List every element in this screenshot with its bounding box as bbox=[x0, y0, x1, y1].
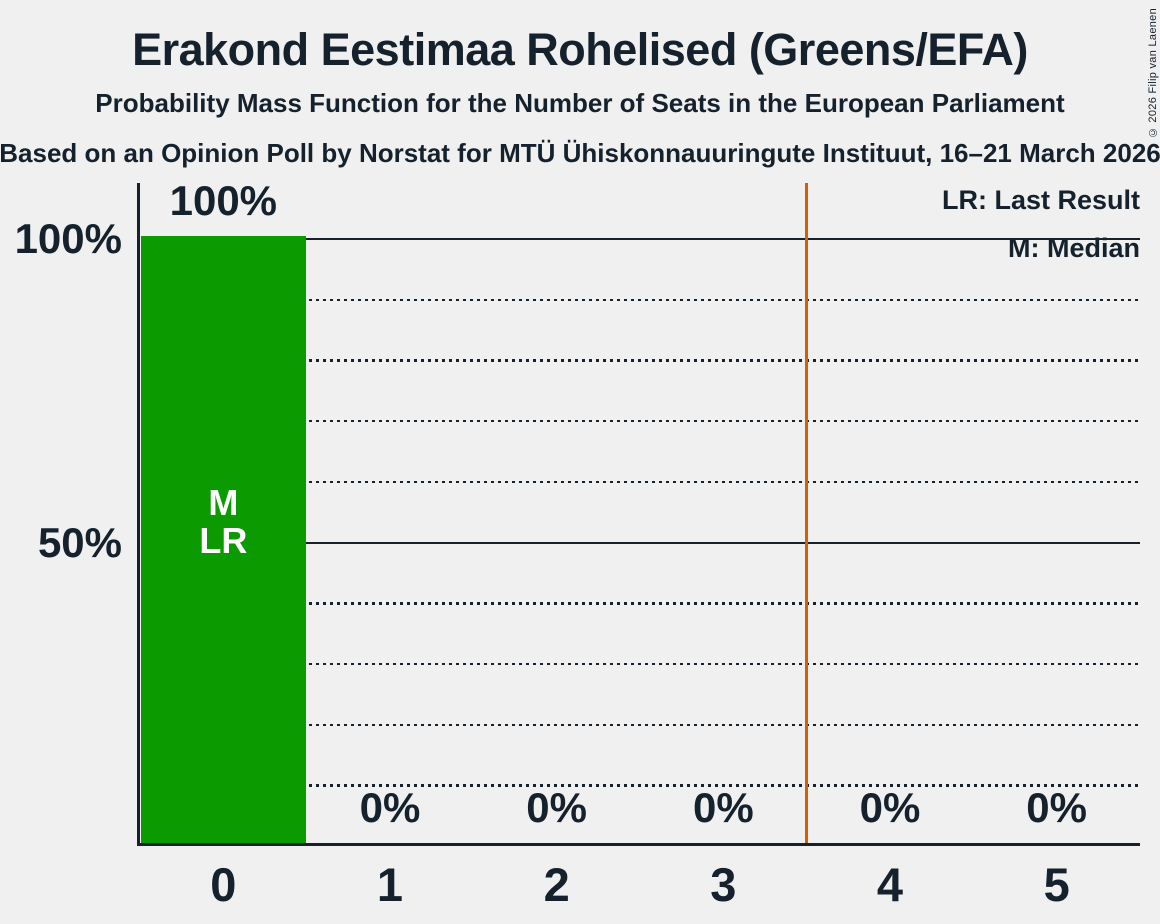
bar-value-label-seat-2: 0% bbox=[526, 784, 587, 831]
poll-source-line: Based on an Opinion Poll by Norstat for … bbox=[0, 138, 1160, 168]
y-axis-label-50: 50% bbox=[37, 518, 122, 566]
bar-column-seat-1: 0% bbox=[307, 183, 474, 843]
x-tick-label-3: 3 bbox=[710, 858, 737, 911]
gridline-dotted-10 bbox=[141, 784, 1140, 787]
gridline-dotted-30 bbox=[141, 662, 1140, 666]
copyright-notice: © 2026 Filip van Laenen bbox=[1147, 8, 1159, 139]
chart-title: Erakond Eestimaa Rohelised (Greens/EFA) bbox=[132, 24, 1028, 75]
bar-value-label-seat-0: 100% bbox=[169, 177, 278, 224]
bar-column-seat-3: 0% bbox=[640, 183, 807, 843]
x-tick-label-5: 5 bbox=[1043, 858, 1070, 911]
gridline-dotted-60 bbox=[141, 480, 1140, 484]
bar-seat-0 bbox=[140, 236, 307, 843]
plot-area: 0 100% M LR 1 0% 2 0% 3 0% 4 0% 5 0% bbox=[137, 177, 1140, 908]
bar-value-label-seat-5: 0% bbox=[1026, 784, 1087, 831]
gridline-solid-100 bbox=[141, 238, 1140, 240]
bar-value-label-seat-1: 0% bbox=[359, 784, 421, 831]
legend-last-result: LR: Last Result bbox=[941, 185, 1140, 215]
majority-threshold-line bbox=[805, 183, 809, 843]
x-tick-label-1: 1 bbox=[376, 858, 404, 911]
gridline-dotted-70 bbox=[141, 420, 1140, 423]
bar-column-seat-2: 0% bbox=[473, 183, 640, 843]
gridline-dotted-20 bbox=[141, 723, 1140, 726]
bar-value-label-seat-3: 0% bbox=[692, 784, 754, 831]
x-tick-label-4: 4 bbox=[876, 858, 904, 911]
y-axis-line bbox=[137, 183, 140, 846]
bar-column-seat-0: 100% M LR bbox=[140, 177, 307, 843]
gridline-solid-50 bbox=[141, 541, 1140, 544]
bar-column-seat-4: 0% bbox=[807, 183, 974, 843]
chart-subtitle: Probability Mass Function for the Number… bbox=[95, 88, 1065, 118]
bar-column-seat-5: 0% bbox=[973, 183, 1140, 843]
y-axis-label-100: 100% bbox=[14, 215, 122, 262]
x-tick-label-0: 0 bbox=[210, 858, 237, 911]
x-tick-label-2: 2 bbox=[543, 858, 570, 911]
gridline-dotted-80 bbox=[141, 359, 1140, 362]
bar-annotation-median-last-result: M LR bbox=[199, 481, 248, 561]
gridline-dotted-40 bbox=[141, 602, 1140, 605]
gridline-dotted-90 bbox=[141, 298, 1140, 302]
bar-value-label-seat-4: 0% bbox=[859, 784, 921, 831]
